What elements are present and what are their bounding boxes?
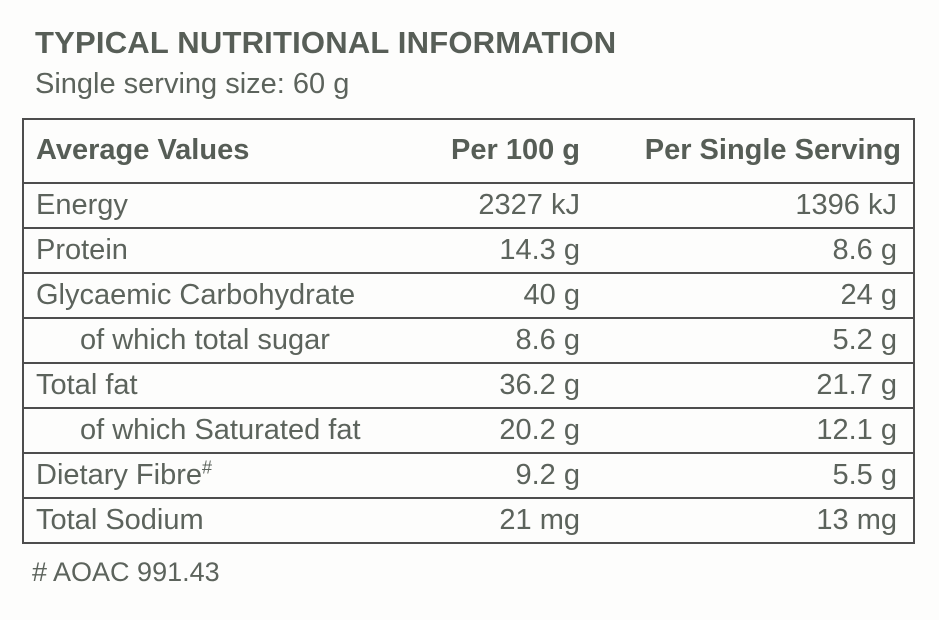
per-serving-cell: 8.6 g	[586, 227, 914, 274]
per-100g-cell: 21 mg	[398, 497, 586, 544]
row-label: Energy	[36, 188, 128, 221]
per-serving-cell: 5.5 g	[586, 452, 914, 499]
header-average-values: Average Values	[23, 118, 398, 184]
row-label-cell: Protein	[23, 227, 398, 274]
row-label-cell: Glycaemic Carbohydrate	[23, 272, 398, 319]
row-label: of which Saturated fat	[80, 413, 361, 446]
page-title: TYPICAL NUTRITIONAL INFORMATION	[35, 25, 617, 60]
header-per-100g: Per 100 g	[398, 118, 586, 184]
per-serving-cell: 21.7 g	[586, 362, 914, 409]
row-label-cell: Total Sodium	[23, 497, 398, 544]
per-serving-cell: 12.1 g	[586, 407, 914, 454]
row-label: Total fat	[36, 368, 138, 401]
nutrition-label: TYPICAL NUTRITIONAL INFORMATION Single s…	[22, 25, 915, 587]
table-row-energy: Energy 2327 kJ 1396 kJ	[23, 182, 914, 229]
per-100g-cell: 2327 kJ	[398, 182, 586, 229]
per-100g-cell: 20.2 g	[398, 407, 586, 454]
aoac-footnote: # AOAC 991.43	[32, 556, 220, 587]
table-row-total-sugar: of which total sugar 8.6 g 5.2 g	[23, 317, 914, 364]
row-label: Protein	[36, 233, 128, 266]
row-label: Dietary Fibre	[36, 458, 202, 491]
per-100g-cell: 8.6 g	[398, 317, 586, 364]
per-serving-cell: 1396 kJ	[586, 182, 914, 229]
footnote-marker: #	[202, 457, 213, 478]
per-serving-cell: 13 mg	[586, 497, 914, 544]
per-100g-cell: 14.3 g	[398, 227, 586, 274]
row-label: Glycaemic Carbohydrate	[36, 278, 356, 311]
table-row-saturated-fat: of which Saturated fat 20.2 g 12.1 g	[23, 407, 914, 454]
row-label-cell: Energy	[23, 182, 398, 229]
header-row: Average Values Per 100 g Per Single Serv…	[23, 118, 914, 184]
per-100g-cell: 9.2 g	[398, 452, 586, 499]
table-row-total-fat: Total fat 36.2 g 21.7 g	[23, 362, 914, 409]
serving-size-text: Single serving size: 60 g	[35, 67, 350, 100]
row-label-cell: of which Saturated fat	[23, 407, 398, 454]
table-row-dietary-fibre: Dietary Fibre# 9.2 g 5.5 g	[23, 452, 914, 499]
nutrition-table: Average Values Per 100 g Per Single Serv…	[22, 117, 915, 544]
table-row-protein: Protein 14.3 g 8.6 g	[23, 227, 914, 274]
table-row-glycaemic-carbohydrate: Glycaemic Carbohydrate 40 g 24 g	[23, 272, 914, 319]
header-per-single-serving: Per Single Serving	[586, 118, 914, 184]
row-label: of which total sugar	[80, 323, 330, 356]
table-header: Average Values Per 100 g Per Single Serv…	[23, 118, 914, 184]
row-label-cell: Dietary Fibre#	[23, 452, 398, 499]
table-body: Energy 2327 kJ 1396 kJ Protein 14.3 g 8.…	[23, 182, 914, 544]
table-row-total-sodium: Total Sodium 21 mg 13 mg	[23, 497, 914, 544]
per-serving-cell: 5.2 g	[586, 317, 914, 364]
row-label: Total Sodium	[36, 503, 204, 536]
per-100g-cell: 40 g	[398, 272, 586, 319]
row-label-cell: Total fat	[23, 362, 398, 409]
per-serving-cell: 24 g	[586, 272, 914, 319]
row-label-cell: of which total sugar	[23, 317, 398, 364]
per-100g-cell: 36.2 g	[398, 362, 586, 409]
